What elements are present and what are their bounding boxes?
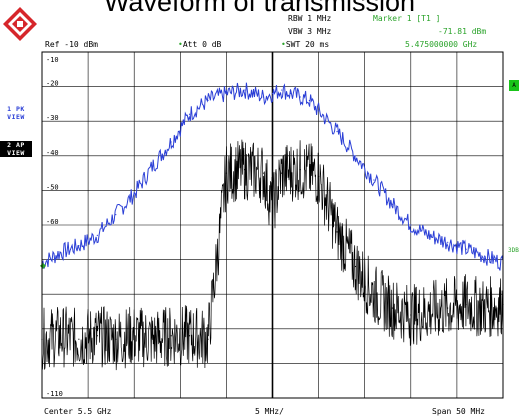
series-1-point — [281, 89, 283, 91]
y-tick-label: -60 — [46, 218, 59, 226]
trace2-view: VIEW — [7, 149, 25, 157]
marker-frequency: 5.475000000 GHz — [405, 40, 478, 49]
att-coupling-dot-icon: • — [178, 40, 183, 49]
vbw-readout: VBW 3 MHz — [288, 27, 332, 36]
trace1-view: VIEW — [7, 113, 25, 121]
marker-level: -71.81 dBm — [438, 27, 487, 36]
y-tick-label: -10 — [46, 56, 59, 64]
y-tick-labels: -10 -20 -30 -40 -50 -60 -110 — [46, 56, 63, 398]
series-1-point — [410, 224, 412, 226]
footer-div: 5 MHz/ — [255, 407, 284, 416]
swt-readout: •SWT 20 ms — [281, 40, 329, 49]
attenuation-value: Att 0 dB — [182, 40, 222, 49]
series-1-point — [115, 214, 117, 216]
series-2-line — [41, 139, 504, 371]
side-marker-a: A — [509, 80, 519, 91]
attenuation-readout: •Att 0 dB — [178, 40, 221, 49]
swt-value: SWT 20 ms — [285, 40, 330, 49]
reference-level: Ref -10 dBm — [45, 40, 98, 49]
series-1-point — [336, 130, 338, 133]
series-2-point — [78, 338, 80, 340]
rohde-schwarz-logo-icon — [3, 7, 37, 41]
marker-label: Marker 1 [T1 ] — [373, 14, 441, 23]
series-1-point — [244, 89, 246, 91]
series-2-point — [336, 231, 338, 233]
trace1-label[interactable]: 1 PK VIEW — [0, 105, 32, 121]
rbw-readout: RBW 1 MHz — [288, 14, 332, 23]
footer-span: Span 50 MHz — [432, 407, 485, 416]
series-1-line — [41, 82, 504, 271]
trace2-label[interactable]: 2 AP VIEW — [0, 141, 32, 157]
chart-title: Waveform of transmission — [103, 0, 416, 17]
series-layer — [40, 82, 504, 371]
y-tick-label: -50 — [46, 183, 59, 191]
trace1-mode: 1 PK — [7, 105, 25, 113]
series-1-point — [96, 234, 98, 236]
plot-frame — [41, 51, 504, 399]
trace2-mode: 2 AP — [7, 141, 25, 149]
series-1-point — [188, 113, 191, 115]
series-1-point — [318, 110, 320, 112]
footer-center: Center 5.5 GHz — [44, 407, 112, 416]
series-1-point — [447, 241, 449, 243]
y-tick-label: -110 — [46, 390, 63, 398]
series-1-point — [373, 179, 375, 181]
swt-coupling-dot-icon: • — [281, 40, 286, 49]
y-tick-label: -30 — [46, 114, 59, 122]
y-tick-label: -40 — [46, 149, 59, 157]
side-marker-3db: 3DB — [508, 247, 519, 254]
y-tick-label: -20 — [46, 80, 59, 88]
